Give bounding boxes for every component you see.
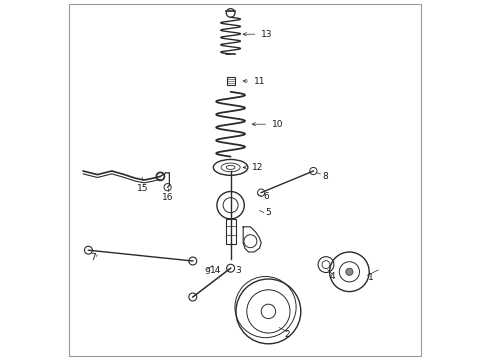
Bar	[225, 219, 236, 244]
Text: 16: 16	[162, 193, 173, 202]
Text: 11: 11	[254, 77, 266, 86]
Text: 9: 9	[204, 267, 210, 276]
Text: 10: 10	[272, 120, 284, 129]
Text: 1: 1	[368, 274, 374, 282]
Bar	[227, 77, 235, 85]
Text: 12: 12	[252, 163, 264, 172]
Text: 15: 15	[137, 184, 148, 193]
Text: 14: 14	[210, 266, 221, 275]
Text: 5: 5	[265, 208, 270, 217]
Text: 6: 6	[263, 192, 269, 201]
Text: 3: 3	[235, 266, 241, 275]
Text: 4: 4	[329, 272, 335, 281]
Text: 2: 2	[284, 330, 290, 338]
Circle shape	[346, 268, 353, 275]
Text: 7: 7	[90, 253, 96, 262]
Text: 8: 8	[322, 172, 328, 181]
Text: 13: 13	[261, 30, 273, 39]
